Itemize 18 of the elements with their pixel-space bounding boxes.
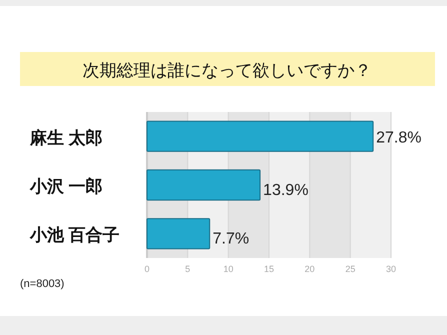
y-tick-label: 小沢 一郎 — [29, 177, 103, 196]
bar — [146, 120, 374, 152]
chart-title: 次期総理は誰になって欲しいですか？ — [82, 61, 372, 80]
y-tick-label: 麻生 太郎 — [29, 128, 103, 148]
x-tick-label: 25 — [345, 264, 356, 274]
y-tick-label: 小池 百合子 — [29, 226, 120, 245]
data-label: 13.9% — [263, 182, 308, 199]
data-label: 7.7% — [212, 230, 250, 248]
x-tick-label: 15 — [264, 264, 274, 274]
bar — [146, 218, 210, 250]
x-tick-label: 30 — [386, 264, 396, 274]
x-tick-label: 10 — [223, 264, 234, 274]
x-tick-label: 0 — [144, 264, 150, 274]
x-tick-label: 5 — [185, 264, 190, 274]
x-tick-label: 20 — [304, 264, 315, 274]
text: (n=8003) — [20, 278, 64, 290]
data-label: 27.8% — [376, 129, 422, 146]
bar — [146, 169, 261, 201]
